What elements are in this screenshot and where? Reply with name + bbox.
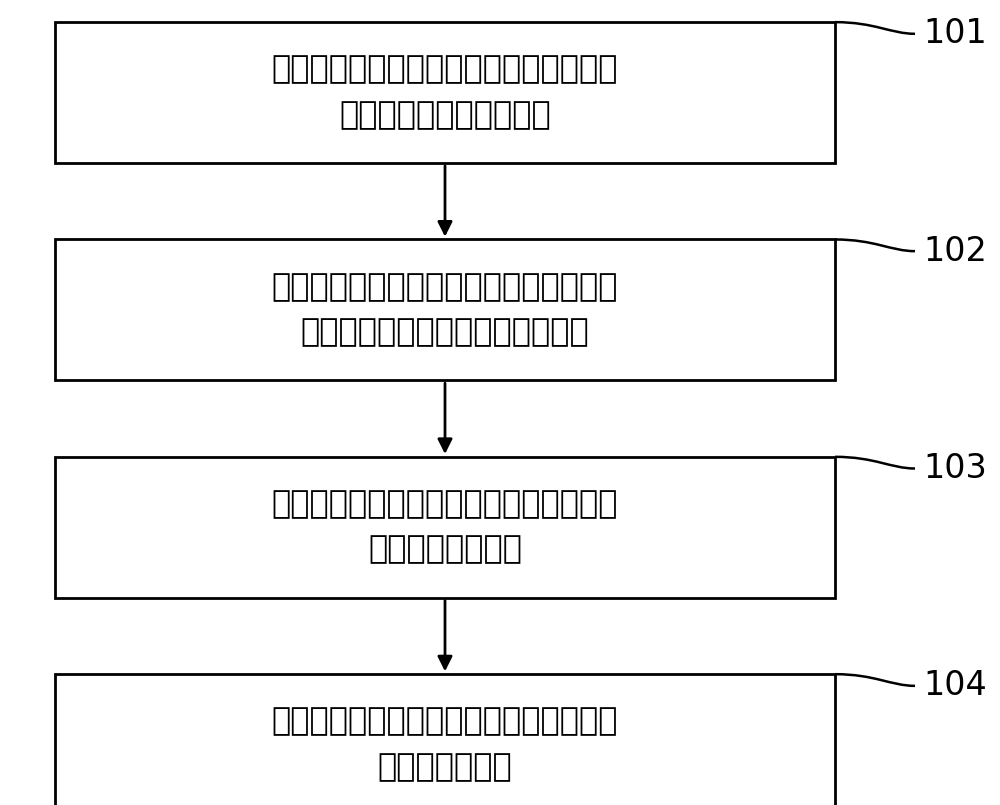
Text: 确定车辆当前的行驶参数，所述行驶参数
包括行驶速度及行驶路径: 确定车辆当前的行驶参数，所述行驶参数 包括行驶速度及行驶路径 bbox=[272, 55, 618, 130]
Text: 根据所述方向盘的转向角和转速值，控制
所述方向盘转动: 根据所述方向盘的转向角和转速值，控制 所述方向盘转动 bbox=[272, 707, 618, 782]
FancyBboxPatch shape bbox=[55, 675, 835, 805]
FancyBboxPatch shape bbox=[55, 457, 835, 597]
Text: 103: 103 bbox=[923, 452, 987, 485]
FancyBboxPatch shape bbox=[55, 240, 835, 381]
Text: 根据所述车辆的行驶速度及所述行驶路径
，确定所述车辆中方向盘的转向角: 根据所述车辆的行驶速度及所述行驶路径 ，确定所述车辆中方向盘的转向角 bbox=[272, 272, 618, 348]
Text: 101: 101 bbox=[923, 18, 987, 50]
FancyBboxPatch shape bbox=[55, 23, 835, 163]
Text: 104: 104 bbox=[923, 670, 987, 702]
Text: 根据所述车辆的行驶速度，确定所述车辆
中方向盘的转速值: 根据所述车辆的行驶速度，确定所述车辆 中方向盘的转速值 bbox=[272, 489, 618, 565]
Text: 102: 102 bbox=[923, 235, 987, 267]
